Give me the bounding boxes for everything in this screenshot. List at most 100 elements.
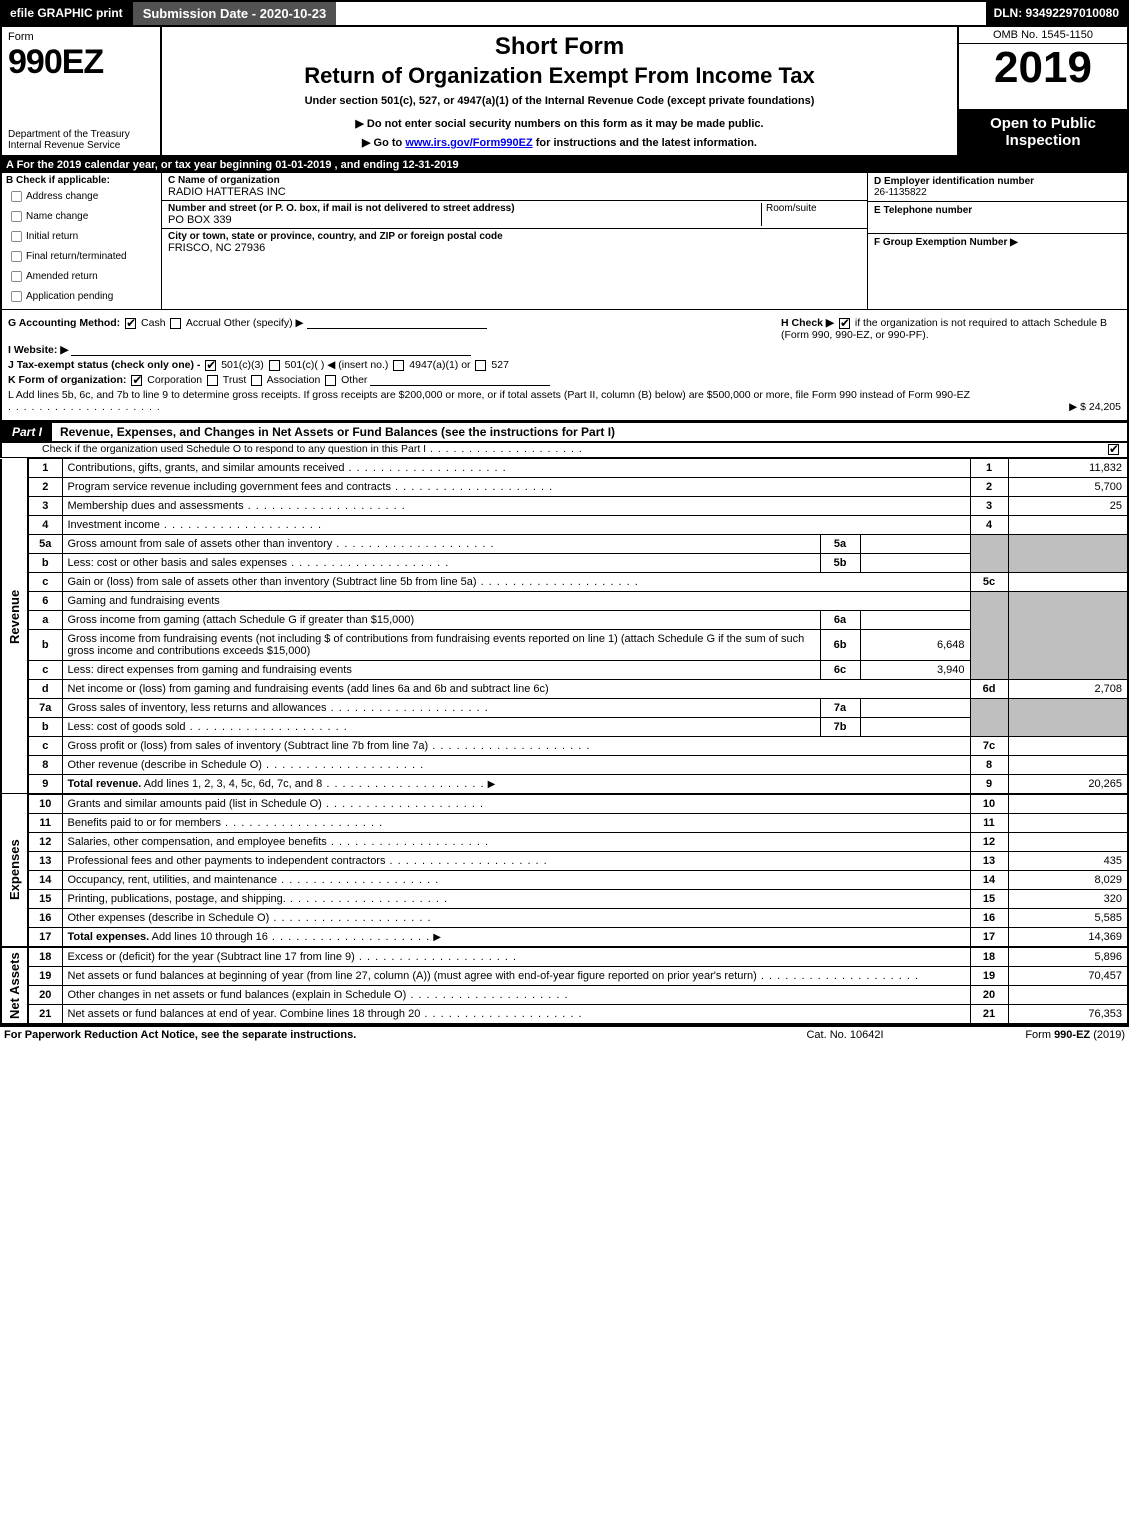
revenue-table: Revenue 1 Contributions, gifts, grants, … xyxy=(0,458,1129,793)
line-rval: 5,700 xyxy=(1008,478,1128,497)
cb-amended-return[interactable]: Amended return xyxy=(6,267,157,286)
g-other-blank[interactable] xyxy=(307,317,487,329)
line-num: a xyxy=(28,611,62,630)
j-501c3-checkbox[interactable] xyxy=(205,360,216,371)
line-rval: 8,029 xyxy=(1008,871,1128,890)
k-other-label: Other xyxy=(341,374,367,386)
efile-print-label[interactable]: efile GRAPHIC print xyxy=(2,2,131,25)
line-rval: 25 xyxy=(1008,497,1128,516)
line-desc: Contributions, gifts, grants, and simila… xyxy=(68,462,345,474)
period-bar: A For the 2019 calendar year, or tax yea… xyxy=(0,157,1129,173)
l-dots xyxy=(8,401,161,413)
line-3: 3 Membership dues and assessments 3 25 xyxy=(1,497,1128,516)
short-form-title: Short Form xyxy=(495,33,624,61)
line-num: 20 xyxy=(28,986,62,1005)
sub-label: 7a xyxy=(820,699,860,718)
g-other-label: Other (specify) ▶ xyxy=(224,317,304,329)
line-6d: d Net income or (loss) from gaming and f… xyxy=(1,680,1128,699)
col-b-checkboxes: B Check if applicable: Address change Na… xyxy=(2,173,162,309)
line-9: 9 Total revenue. Add lines 1, 2, 3, 4, 5… xyxy=(1,775,1128,794)
line-7c: c Gross profit or (loss) from sales of i… xyxy=(1,737,1128,756)
k-corp-checkbox[interactable] xyxy=(131,375,142,386)
omb-number: OMB No. 1545-1150 xyxy=(959,27,1127,44)
goto-link[interactable]: www.irs.gov/Form990EZ xyxy=(405,137,532,149)
line-5c: c Gain or (loss) from sale of assets oth… xyxy=(1,573,1128,592)
j-4947-label: 4947(a)(1) or xyxy=(409,359,470,371)
k-trust-checkbox[interactable] xyxy=(207,375,218,386)
city-label: City or town, state or province, country… xyxy=(168,231,503,242)
ein-row: D Employer identification number 26-1135… xyxy=(868,173,1127,202)
line-rnum: 19 xyxy=(970,967,1008,986)
k-other-checkbox[interactable] xyxy=(325,375,336,386)
line-rnum: 11 xyxy=(970,814,1008,833)
k-other-blank[interactable] xyxy=(370,374,550,386)
cb-initial-return[interactable]: Initial return xyxy=(6,227,157,246)
line-rval: 5,585 xyxy=(1008,909,1128,928)
j-527-label: 527 xyxy=(491,359,509,371)
street-value: PO BOX 339 xyxy=(168,214,232,226)
goto-post: for instructions and the latest informat… xyxy=(533,137,757,149)
org-street-row: Number and street (or P. O. box, if mail… xyxy=(162,201,867,229)
sub-label: 6b xyxy=(820,630,860,661)
line-desc: Printing, publications, postage, and shi… xyxy=(68,893,286,905)
line-num: b xyxy=(28,630,62,661)
line-rnum: 18 xyxy=(970,947,1008,967)
cb-application-pending[interactable]: Application pending xyxy=(6,287,157,306)
line-6a: a Gross income from gaming (attach Sched… xyxy=(1,611,1128,630)
under-section-text: Under section 501(c), 527, or 4947(a)(1)… xyxy=(305,95,815,107)
g-accrual-checkbox[interactable] xyxy=(170,318,181,329)
g-label: G Accounting Method: xyxy=(8,317,120,329)
line-desc: Gain or (loss) from sale of assets other… xyxy=(68,576,477,588)
line-rnum: 9 xyxy=(970,775,1008,794)
shade-cell xyxy=(970,699,1008,737)
line-desc: Membership dues and assessments xyxy=(68,500,244,512)
row-k: K Form of organization: Corporation Trus… xyxy=(8,374,1121,386)
cb-final-return[interactable]: Final return/terminated xyxy=(6,247,157,266)
part1-bar: Part I Revenue, Expenses, and Changes in… xyxy=(0,421,1129,443)
line-6: 6 Gaming and fundraising events xyxy=(1,592,1128,611)
part1-subtext: Check if the organization used Schedule … xyxy=(42,443,1099,455)
h-checkbox[interactable] xyxy=(839,318,850,329)
j-501c-checkbox[interactable] xyxy=(269,360,280,371)
k-assoc-checkbox[interactable] xyxy=(251,375,262,386)
line-rnum: 15 xyxy=(970,890,1008,909)
line-num: c xyxy=(28,737,62,756)
cb-label: Final return/terminated xyxy=(26,251,127,262)
cb-label: Initial return xyxy=(26,231,78,242)
line-desc-tail: Add lines 10 through 16 xyxy=(149,931,268,943)
line-num: b xyxy=(28,554,62,573)
line-rval: 20,265 xyxy=(1008,775,1128,794)
j-4947-checkbox[interactable] xyxy=(393,360,404,371)
line-rnum: 2 xyxy=(970,478,1008,497)
cb-name-change[interactable]: Name change xyxy=(6,207,157,226)
line-rnum: 10 xyxy=(970,794,1008,814)
page-footer: For Paperwork Reduction Act Notice, see … xyxy=(0,1025,1129,1043)
g-cash-checkbox[interactable] xyxy=(125,318,136,329)
line-num: 11 xyxy=(28,814,62,833)
line-desc: Salaries, other compensation, and employ… xyxy=(68,836,327,848)
sub-label: 5a xyxy=(820,535,860,554)
j-527-checkbox[interactable] xyxy=(475,360,486,371)
org-name-row: C Name of organization RADIO HATTERAS IN… xyxy=(162,173,867,201)
org-info-block: B Check if applicable: Address change Na… xyxy=(0,173,1129,310)
cb-label: Application pending xyxy=(26,291,113,302)
line-desc-bold: Total revenue. xyxy=(68,778,142,790)
sub-value xyxy=(860,554,970,573)
line-17: 17 Total expenses. Add lines 10 through … xyxy=(1,928,1128,947)
line-num: 18 xyxy=(28,947,62,967)
row-gh: H Check ▶ if the organization is not req… xyxy=(8,317,1121,341)
website-blank[interactable] xyxy=(71,344,471,356)
line-4: 4 Investment income 4 xyxy=(1,516,1128,535)
part1-schedO-checkbox[interactable] xyxy=(1099,443,1121,455)
k-assoc-label: Association xyxy=(267,374,321,386)
tax-year: 2019 xyxy=(959,44,1127,92)
form-number: 990EZ xyxy=(8,43,154,82)
line-desc: Net assets or fund balances at end of ye… xyxy=(68,1008,421,1020)
cb-address-change[interactable]: Address change xyxy=(6,187,157,206)
col-d-ids: D Employer identification number 26-1135… xyxy=(867,173,1127,309)
city-value: FRISCO, NC 27936 xyxy=(168,242,265,254)
line-num: 12 xyxy=(28,833,62,852)
group-exemption-row: F Group Exemption Number ▶ xyxy=(868,234,1127,268)
j-501c-label: 501(c)( ) ◀ (insert no.) xyxy=(285,359,389,371)
h-label: H Check ▶ xyxy=(781,317,834,329)
